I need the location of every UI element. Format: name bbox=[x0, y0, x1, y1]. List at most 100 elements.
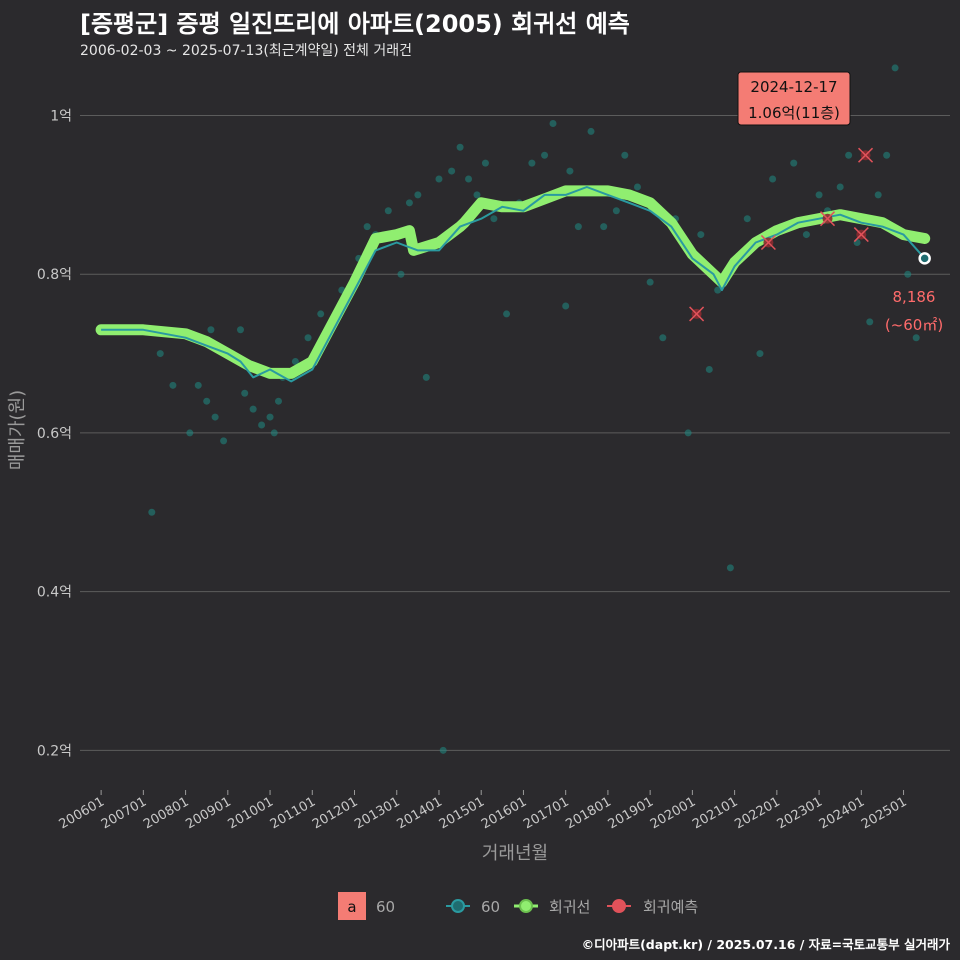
data-point bbox=[566, 167, 574, 175]
x-tick-label: 201501 bbox=[437, 794, 487, 832]
data-point bbox=[266, 413, 274, 421]
y-tick-label: 1억 bbox=[50, 109, 72, 125]
data-point bbox=[646, 278, 654, 286]
data-point bbox=[612, 207, 620, 215]
data-point bbox=[587, 127, 595, 135]
data-point bbox=[304, 334, 312, 342]
callout-box: 2024-12-17 1.06억(11층) bbox=[737, 71, 851, 126]
data-point bbox=[258, 421, 266, 429]
data-point bbox=[726, 564, 734, 572]
data-point bbox=[684, 429, 692, 437]
x-tick-label: 201601 bbox=[479, 794, 529, 832]
x-tick-label: 201001 bbox=[226, 794, 276, 832]
data-point bbox=[317, 310, 325, 318]
data-point bbox=[169, 381, 177, 389]
data-point bbox=[756, 350, 764, 358]
data-point bbox=[456, 143, 464, 151]
last-price-label: 8,186 bbox=[893, 288, 936, 306]
data-point bbox=[384, 207, 392, 215]
data-point bbox=[207, 326, 215, 334]
legend-line-key bbox=[446, 899, 470, 913]
data-point bbox=[465, 175, 473, 183]
data-point bbox=[241, 389, 249, 397]
data-point bbox=[405, 199, 413, 207]
legend-area-label: 60 bbox=[376, 898, 395, 916]
scatter-points bbox=[148, 64, 920, 754]
data-point bbox=[541, 151, 549, 159]
x-tick-label: 200701 bbox=[99, 794, 149, 832]
x-axis-title: 거래년월 bbox=[482, 843, 548, 864]
data-point bbox=[769, 175, 777, 183]
data-point bbox=[481, 159, 489, 167]
data-point bbox=[549, 119, 557, 127]
forecast-cross bbox=[858, 147, 874, 163]
data-point bbox=[891, 64, 899, 72]
data-point bbox=[291, 358, 299, 366]
y-tick-label: 0.2억 bbox=[37, 743, 72, 759]
data-point bbox=[274, 397, 282, 405]
data-point bbox=[414, 191, 422, 199]
data-point bbox=[186, 429, 194, 437]
data-point bbox=[790, 159, 798, 167]
x-tick-label: 201801 bbox=[563, 794, 613, 832]
data-point bbox=[697, 231, 705, 239]
data-point bbox=[659, 334, 667, 342]
x-tick-label: 202101 bbox=[690, 794, 740, 832]
series-lines bbox=[95, 185, 931, 383]
data-point bbox=[435, 175, 443, 183]
chart-title: [증평군] 증평 일진뜨리에 아파트(2005) 회귀선 예측 bbox=[80, 10, 630, 38]
forecast-cross bbox=[819, 211, 836, 227]
forecast-cross bbox=[689, 306, 705, 322]
data-point bbox=[853, 239, 861, 246]
price-line-60 bbox=[101, 186, 926, 383]
x-tick-label: 201901 bbox=[606, 794, 656, 832]
data-point bbox=[439, 746, 447, 754]
legend-regression-key bbox=[514, 899, 538, 913]
data-point bbox=[562, 302, 570, 310]
legend: a 60 60 회귀선 회귀예측 bbox=[338, 892, 698, 920]
x-tick-label: 201201 bbox=[310, 794, 360, 832]
y-tick-label: 0.4억 bbox=[37, 585, 72, 601]
y-axis-title: 매매가(원) bbox=[7, 390, 28, 470]
x-tick-label: 200901 bbox=[183, 794, 233, 832]
data-point bbox=[397, 270, 405, 278]
data-point bbox=[705, 365, 713, 373]
data-point bbox=[633, 183, 641, 191]
data-point bbox=[473, 191, 481, 199]
data-point bbox=[836, 183, 844, 191]
legend-forecast-label: 회귀예측 bbox=[643, 898, 698, 916]
x-tick-label: 202501 bbox=[859, 794, 909, 832]
data-point bbox=[211, 413, 219, 421]
last-point-marker bbox=[918, 252, 931, 265]
data-point bbox=[490, 215, 498, 223]
x-tick-label: 201101 bbox=[268, 794, 318, 832]
forecast-cross bbox=[760, 234, 776, 251]
data-point bbox=[363, 223, 371, 231]
legend-forecast-key bbox=[607, 899, 631, 913]
x-tick-label: 202401 bbox=[817, 794, 867, 832]
x-tick-label: 201701 bbox=[521, 794, 571, 832]
data-point bbox=[220, 437, 228, 445]
data-point bbox=[845, 151, 853, 159]
y-tick-label: 0.8억 bbox=[37, 267, 72, 283]
x-tick-label: 201401 bbox=[394, 794, 444, 832]
last-area-label: (~60㎡) bbox=[885, 316, 943, 334]
x-tick-label: 200801 bbox=[141, 794, 191, 832]
callout-date: 2024-12-17 bbox=[750, 78, 837, 96]
data-point bbox=[621, 151, 629, 159]
y-axis-ticks: 0.2억 0.4억 0.6억 0.8억 1억 bbox=[37, 109, 72, 760]
legend-regression-label: 회귀선 bbox=[549, 898, 590, 916]
data-point bbox=[874, 191, 882, 199]
credit-text: ©디아파트(dapt.kr) / 2025.07.16 / 자료=국토교통부 실… bbox=[581, 937, 950, 952]
data-point bbox=[422, 373, 430, 381]
data-point bbox=[912, 334, 920, 342]
callout-value: 1.06억(11층) bbox=[748, 104, 840, 122]
y-tick-label: 0.6억 bbox=[37, 426, 72, 442]
regression-line bbox=[95, 185, 931, 379]
data-point bbox=[249, 405, 257, 413]
forecast-cross bbox=[853, 227, 869, 243]
data-point bbox=[270, 429, 278, 437]
x-tick-label: 201301 bbox=[352, 794, 402, 832]
data-point bbox=[714, 286, 722, 294]
